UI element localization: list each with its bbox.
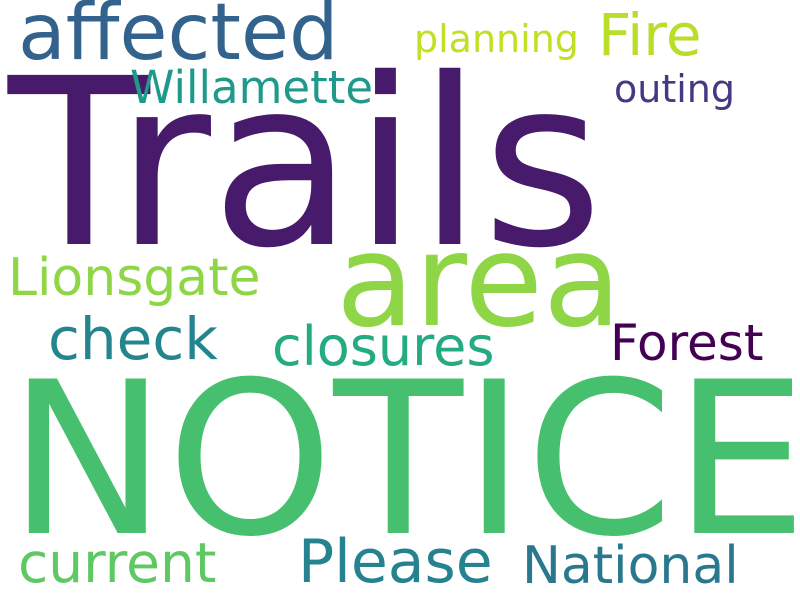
word-national: National xyxy=(522,536,739,596)
word-notice: NOTICE xyxy=(8,336,800,583)
word-lionsgate: Lionsgate xyxy=(8,248,261,308)
word-willamette: Willamette xyxy=(130,61,374,114)
word-outing: outing xyxy=(614,67,735,111)
word-planning: planning xyxy=(414,17,579,61)
word-closures: closures xyxy=(272,315,495,378)
word-trails: Trails xyxy=(8,29,603,299)
word-please: Please xyxy=(298,527,493,597)
word-check: check xyxy=(48,305,218,373)
word-forest: Forest xyxy=(610,314,764,372)
word-current: current xyxy=(18,531,217,595)
word-affected: affected xyxy=(18,0,339,78)
word-fire: Fire xyxy=(598,1,702,69)
word-area: area xyxy=(336,207,622,356)
